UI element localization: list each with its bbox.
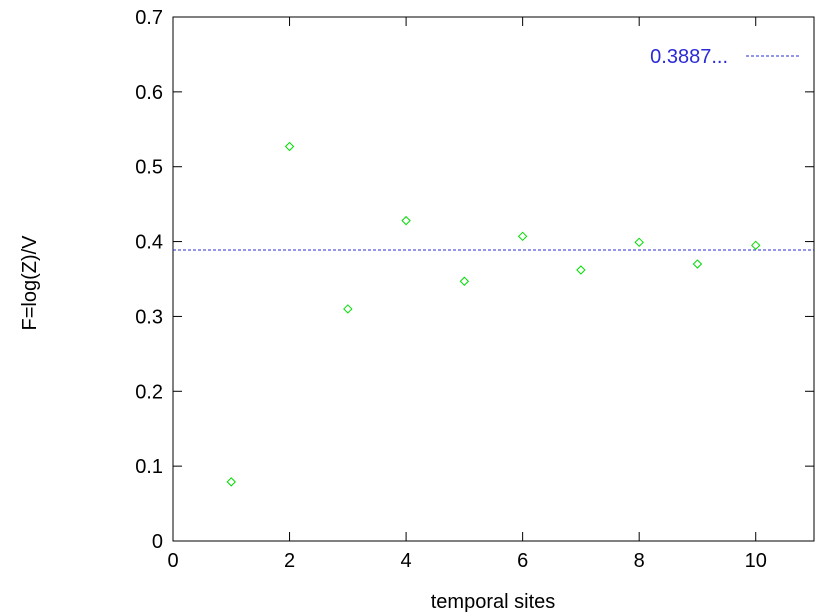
- y-tick-label: 0.2: [135, 381, 163, 403]
- data-point: [692, 259, 703, 269]
- data-point: [226, 477, 236, 487]
- legend: 0.3887...: [650, 46, 800, 68]
- y-tick-label: 0.1: [135, 456, 163, 478]
- y-tick-label: 0.3: [135, 306, 163, 328]
- plot-frame: [172, 16, 815, 542]
- data-point: [459, 276, 470, 286]
- x-axis-title: temporal sites: [431, 591, 556, 613]
- data-point: [634, 237, 644, 248]
- axis-ticks: 0 2 4 6 8 10 0 0.1 0.2 0.3 0.4 0.5 0.6 0.7: [135, 7, 814, 572]
- data-point: [751, 240, 761, 251]
- y-axis-title: F=log(Z)/V: [19, 235, 41, 331]
- x-tick-label: 0: [167, 550, 178, 572]
- y-tick-label: 0: [152, 531, 163, 553]
- data-point: [284, 141, 295, 152]
- data-point: [517, 231, 528, 242]
- x-tick-label: 4: [401, 550, 412, 572]
- x-tick-label: 6: [517, 550, 528, 572]
- y-tick-label: 0.4: [135, 232, 163, 254]
- x-tick-label: 8: [634, 550, 645, 572]
- x-tick-label: 2: [284, 550, 295, 572]
- y-tick-label: 0.7: [135, 7, 163, 29]
- x-tick-label: 10: [745, 550, 767, 572]
- data-point: [343, 304, 353, 314]
- data-points: [226, 141, 761, 487]
- legend-label: 0.3887...: [650, 46, 728, 68]
- y-tick-label: 0.6: [135, 82, 163, 104]
- data-point: [576, 265, 586, 275]
- data-point: [401, 215, 411, 226]
- y-tick-label: 0.5: [135, 157, 163, 179]
